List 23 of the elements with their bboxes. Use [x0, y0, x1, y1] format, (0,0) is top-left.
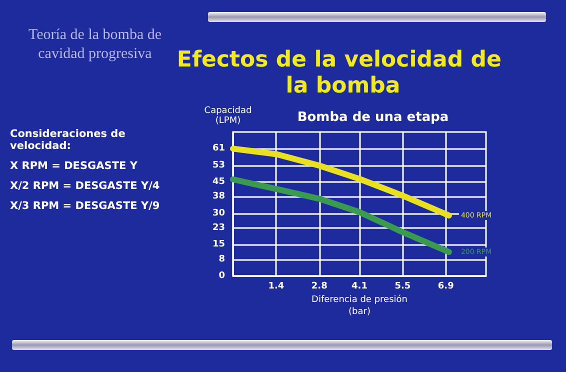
text: X/2 RPM = DESGASTE Y/4 — [10, 180, 161, 192]
y-tick-label: 45 — [212, 177, 225, 188]
y-tick-label: 61 — [212, 144, 225, 154]
text: X RPM = DESGASTE Y — [10, 160, 138, 172]
chart-subtitle: Bomba de una etapa — [297, 110, 449, 125]
y-tick-label: 38 — [212, 192, 225, 202]
text: Teoría de la bomba de cavidad progresiva — [28, 27, 162, 62]
x-tick-label: 2.8 — [311, 282, 328, 292]
y-tick-label: 23 — [212, 223, 225, 233]
y-tick-label: 0 — [218, 271, 225, 281]
chart-title: Efectos de la velocidad de la bomba — [176, 48, 510, 98]
y-tick-label: 30 — [212, 208, 225, 218]
x-tick-label: 1.4 — [268, 282, 284, 292]
y-tick-label: 53 — [212, 160, 225, 170]
x-tick-label: 4.1 — [352, 282, 368, 292]
text: Consideraciones de velocidad: — [10, 128, 126, 152]
x-tick-label: 5.5 — [394, 282, 411, 292]
text: X/3 RPM = DESGASTE Y/9 — [10, 200, 161, 212]
y-axis-title: Capacidad (LPM) — [204, 106, 252, 126]
y-tick-label: 8 — [218, 254, 225, 264]
x-tick-label: 6.9 — [438, 282, 454, 292]
y-tick-label: 15 — [212, 240, 225, 250]
x-axis-title: Diferencia de presión (bar) — [312, 294, 408, 317]
